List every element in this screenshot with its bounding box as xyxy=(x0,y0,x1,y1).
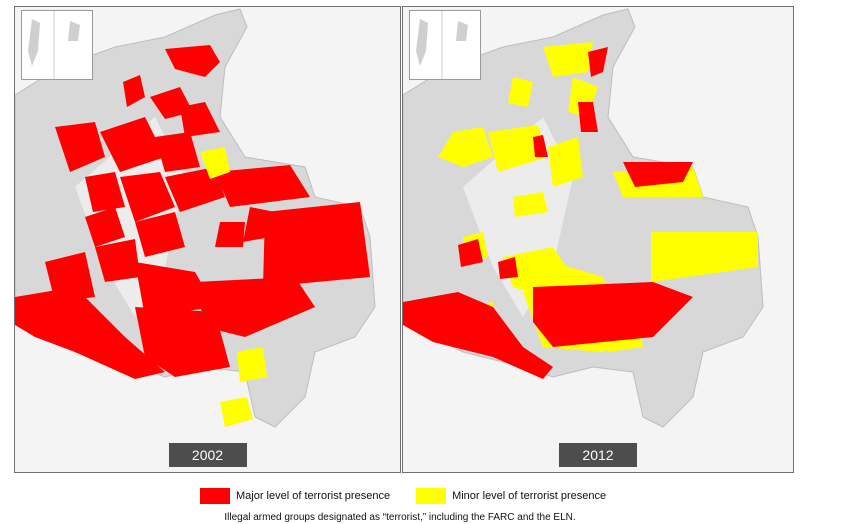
colombia-map-2012 xyxy=(403,8,764,428)
inset-map-islands xyxy=(409,10,481,80)
colombia-map-2002 xyxy=(15,8,376,428)
minor-presence-areas-2002 xyxy=(200,147,267,427)
map-panel-2002: 2002 xyxy=(14,6,401,473)
map-panel-2012: 2012 xyxy=(402,6,794,473)
legend-label-major: Major level of terrorist presence xyxy=(236,490,391,502)
major-presence-areas-2002 xyxy=(15,45,370,379)
legend-swatch-minor xyxy=(416,488,447,504)
year-label-2012: 2012 xyxy=(559,443,637,467)
legend-item-minor: Minor level of terrorist presence xyxy=(416,488,606,504)
inset-map-islands xyxy=(21,10,93,80)
legend-label-minor: Minor level of terrorist presence xyxy=(452,490,607,502)
year-label-2002: 2002 xyxy=(168,443,247,467)
map-caption: Illegal armed groups designated as “terr… xyxy=(224,512,576,523)
legend: Major level of terrorist presence Minor … xyxy=(200,488,632,504)
legend-swatch-major xyxy=(200,488,230,504)
major-presence-areas-2012 xyxy=(403,47,693,379)
legend-item-major: Major level of terrorist presence xyxy=(200,488,390,504)
